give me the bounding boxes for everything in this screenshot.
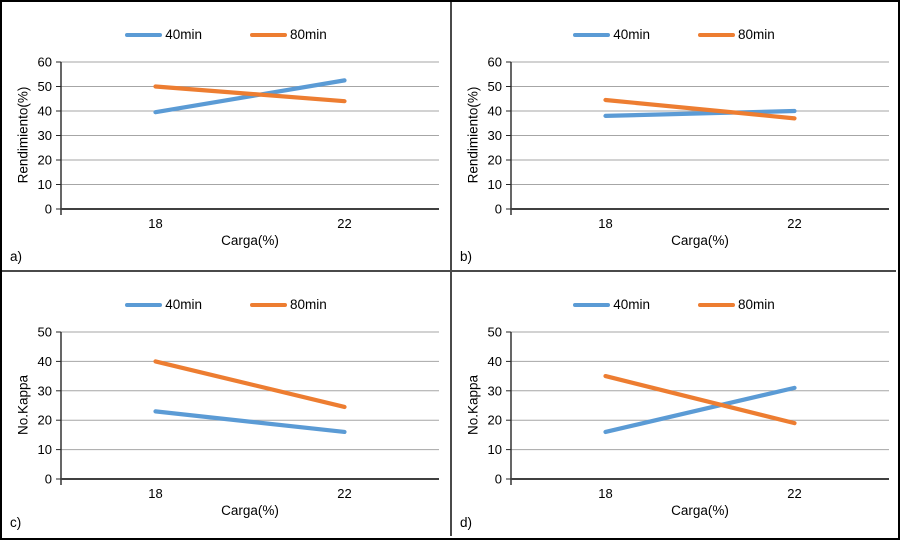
- y-tick-label: 20: [38, 153, 52, 168]
- y-axis-title: Rendimiento(%): [465, 86, 481, 184]
- series-line-40min: [603, 385, 797, 435]
- y-tick-label: 30: [488, 383, 502, 398]
- panel-label-b: b): [460, 249, 473, 264]
- plot-area-b: 0 10 20 30 40 50 60 18 22: [488, 55, 889, 231]
- x-axis-title: Carga(%): [671, 233, 729, 248]
- y-tick-label: 40: [488, 104, 502, 119]
- x-axis-title: Carga(%): [221, 503, 279, 518]
- y-tick-label: 20: [488, 413, 502, 428]
- series-line-40min: [603, 108, 797, 119]
- series-line-80min: [153, 359, 347, 410]
- x-tick-label: 22: [787, 216, 801, 231]
- chart-panel-c: 40min 80min 0 10 20 30 40 50 18 22 No.Kappa Carg…: [2, 270, 450, 536]
- x-tick-label: 22: [337, 486, 351, 501]
- chart-panel-d: 40min 80min 0 10 20 30 40 50 18 22 No.Kappa Carg…: [450, 270, 896, 536]
- panel-label-d: d): [460, 515, 473, 530]
- y-tick-label: 50: [488, 325, 502, 340]
- y-tick-label: 50: [38, 79, 52, 94]
- panel-label-c: c): [10, 515, 22, 530]
- y-tick-label: 0: [45, 202, 52, 217]
- series-line-80min: [153, 84, 347, 104]
- chart-panel-a: 40min 80min 0 10 20 30 40 50 60 18 22 Rendimiento…: [2, 2, 450, 270]
- y-axis-title: Rendimiento(%): [15, 86, 31, 184]
- y-tick-label: 60: [488, 55, 502, 70]
- series-line-80min: [603, 97, 797, 121]
- y-tick-label: 50: [488, 79, 502, 94]
- y-tick-label: 0: [495, 472, 502, 487]
- y-tick-label: 60: [38, 55, 52, 70]
- y-tick-label: 40: [488, 354, 502, 369]
- y-tick-label: 0: [45, 472, 52, 487]
- y-tick-label: 30: [38, 383, 52, 398]
- x-tick-label: 18: [148, 486, 162, 501]
- y-tick-label: 10: [488, 177, 502, 192]
- y-axis-title: No.Kappa: [15, 374, 31, 436]
- chart-panel-b: 40min 80min 0 10 20 30 40 50 60 18 22 Rendimiento…: [450, 2, 896, 270]
- y-tick-label: 10: [488, 442, 502, 457]
- y-tick-label: 50: [38, 325, 52, 340]
- y-tick-label: 30: [38, 128, 52, 143]
- y-tick-label: 40: [38, 354, 52, 369]
- y-tick-label: 20: [488, 153, 502, 168]
- y-tick-label: 30: [488, 128, 502, 143]
- panel-label-a: a): [10, 249, 23, 264]
- y-tick-label: 10: [38, 442, 52, 457]
- y-tick-label: 10: [38, 177, 52, 192]
- y-axis-title: No.Kappa: [465, 374, 481, 436]
- y-tick-label: 40: [38, 104, 52, 119]
- x-tick-label: 18: [598, 486, 612, 501]
- x-tick-label: 18: [598, 216, 612, 231]
- series-line-80min: [603, 373, 797, 426]
- x-axis-title: Carga(%): [221, 233, 279, 248]
- y-tick-label: 0: [495, 202, 502, 217]
- plot-area-a: 0 10 20 30 40 50 60 18 22: [38, 55, 439, 231]
- x-tick-label: 22: [787, 486, 801, 501]
- plot-area-d: 0 10 20 30 40 50 18 22: [488, 325, 889, 501]
- plot-area-c: 0 10 20 30 40 50 18 22: [38, 325, 439, 501]
- x-axis-title: Carga(%): [671, 503, 729, 518]
- x-tick-label: 18: [148, 216, 162, 231]
- x-tick-label: 22: [337, 216, 351, 231]
- y-tick-label: 20: [38, 413, 52, 428]
- series-line-40min: [153, 409, 347, 435]
- series-line-40min: [153, 78, 347, 115]
